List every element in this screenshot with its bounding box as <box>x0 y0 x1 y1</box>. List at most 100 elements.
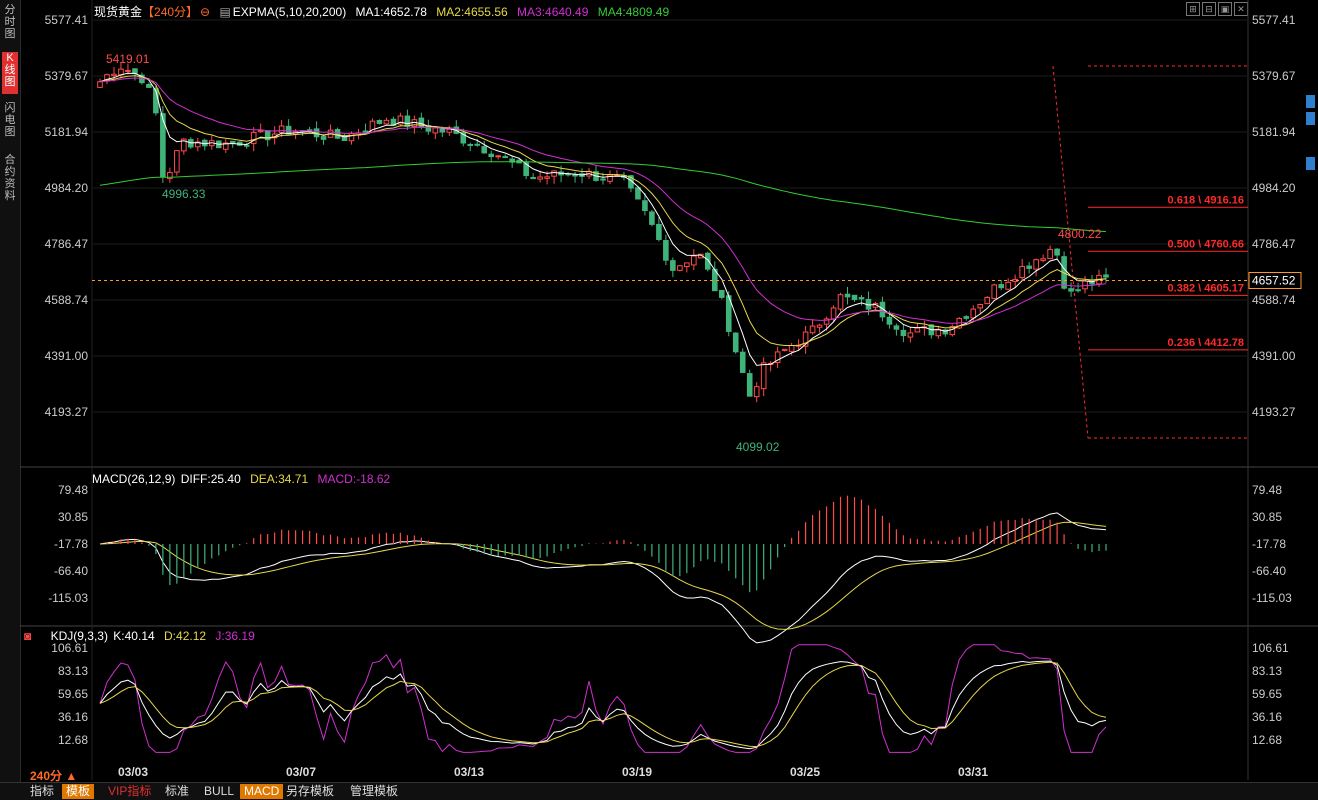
kdj-header: ◙ KDJ(9,3,3) K:40.14 D:42.12 J:36.19 <box>24 629 261 643</box>
toolbar-template[interactable]: 模板 <box>62 784 95 799</box>
candle-body <box>635 187 641 200</box>
candle-body <box>551 170 557 177</box>
toolbar-standard[interactable]: 标准 <box>165 784 190 798</box>
price-label-left: 4588.74 <box>45 293 89 307</box>
right-panel-tab[interactable] <box>1306 95 1315 108</box>
price-label-right: 5181.94 <box>1252 125 1296 139</box>
candle-body <box>502 156 508 159</box>
candle-body <box>362 130 369 133</box>
price-label-right: 4391.00 <box>1252 349 1296 363</box>
candle-body <box>1082 280 1088 290</box>
candle-body <box>851 294 858 300</box>
candle-body <box>781 348 788 351</box>
kline-chart[interactable]: 5577.41 5577.41 5379.67 5379.67 5181.94 5181.… <box>0 0 1318 780</box>
kdj-settings-icon[interactable]: ◙ <box>24 629 32 643</box>
candle-body <box>802 331 809 347</box>
candle-body <box>174 150 180 173</box>
macd-axis-right: 30.85 <box>1252 510 1282 524</box>
settings-icon[interactable]: ⊖ <box>200 5 211 19</box>
candle-body <box>474 143 481 146</box>
fib-level-label: 0.236 \ 4412.78 <box>1168 337 1244 349</box>
kdj-axis-left: 106.61 <box>51 641 88 655</box>
current-price-tag <box>1248 272 1302 290</box>
ma4-value: MA4:4809.49 <box>597 5 670 19</box>
price-label-right: 4984.20 <box>1252 181 1296 195</box>
kdj-axis-left: 12.68 <box>58 733 88 747</box>
kdj-axis-right: 59.65 <box>1252 687 1282 701</box>
kdj-title: KDJ(9,3,3) <box>50 629 108 643</box>
candle-body <box>195 141 201 148</box>
macd-axis-left: 30.85 <box>58 510 88 524</box>
candle-body <box>488 153 495 158</box>
candle-body <box>809 325 816 334</box>
macd-axis-left: 79.48 <box>58 483 88 497</box>
toolbar-indicators[interactable]: 指标 <box>30 784 55 798</box>
toolbar-vip-indicators[interactable]: VIP指标 <box>108 784 152 798</box>
candle-body <box>760 362 767 390</box>
ma4-line <box>99 161 1107 233</box>
candle-body <box>181 138 187 152</box>
tab-timeshare[interactable]: 分时图 <box>4 4 16 40</box>
candle-body <box>746 373 753 397</box>
candle-body <box>460 132 467 144</box>
period-label[interactable]: 【240分】 <box>142 5 199 19</box>
low-annotation-2: 4099.02 <box>736 440 780 454</box>
macd-axis-left: -115.03 <box>48 591 88 605</box>
candle-body <box>1061 256 1067 289</box>
window-tile-button[interactable]: ⊞ <box>1186 2 1200 16</box>
candle-body <box>984 296 991 305</box>
toolbar-manage-template[interactable]: 管理模板 <box>350 784 399 798</box>
fib-level-label: 0.382 \ 4605.17 <box>1168 282 1244 294</box>
tab-flash[interactable]: 闪电图 <box>4 102 16 138</box>
period-selector[interactable]: 240分 ▲ <box>30 769 78 783</box>
candle-body <box>886 316 893 325</box>
toolbar-macd[interactable]: MACD <box>240 784 284 799</box>
candle-body <box>914 327 921 333</box>
candle-body <box>893 325 900 330</box>
window-split-button[interactable]: ⊟ <box>1202 2 1216 16</box>
toolbar-save-template[interactable]: 另存模板 <box>286 784 335 798</box>
price-label-left: 5577.41 <box>45 13 89 27</box>
chart-header: 现货黄金【240分】 ⊖ ▤ EXPMA(5,10,20,200) MA1:4652… <box>94 3 675 20</box>
chart-type-icon[interactable]: ▤ <box>219 5 231 19</box>
right-panel-tab[interactable] <box>1306 157 1315 170</box>
candle-body <box>257 129 264 133</box>
toolbar-bull[interactable]: BULL <box>204 784 235 798</box>
candle-body <box>739 351 746 373</box>
candle-body <box>167 172 173 180</box>
price-label-left: 5181.94 <box>45 125 89 139</box>
candle-body <box>523 162 529 177</box>
kdj-j: J:36.19 <box>215 629 255 643</box>
price-label-left: 4391.00 <box>45 349 89 363</box>
price-label-left: 4193.27 <box>45 405 89 419</box>
candle-body <box>320 136 327 140</box>
price-label-right: 5379.67 <box>1252 69 1296 83</box>
right-panel-tab[interactable] <box>1306 112 1315 125</box>
date-label: 03/03 <box>118 765 148 779</box>
ma1-value: MA1:4652.78 <box>355 5 427 19</box>
candle-body <box>376 120 383 124</box>
kdj-d-line <box>99 661 1107 748</box>
indicator-name: EXPMA(5,10,20,200) <box>232 5 347 19</box>
fib-level-label: 0.618 \ 4916.16 <box>1168 194 1244 206</box>
date-label: 03/25 <box>790 765 820 779</box>
macd-header: MACD(26,12,9) DIFF:25.40 DEA:34.71 MACD:… <box>92 472 396 486</box>
candle-body <box>404 115 411 127</box>
kdj-axis-right: 83.13 <box>1252 664 1282 678</box>
candle-body <box>348 132 355 142</box>
window-maximize-button[interactable]: ▣ <box>1218 2 1232 16</box>
candle-body <box>704 252 711 270</box>
candle-body <box>229 140 236 144</box>
macd-dea: DEA:34.71 <box>250 472 309 486</box>
candle-body <box>160 113 166 178</box>
tab-contract-info[interactable]: 合约资料 <box>4 154 16 202</box>
macd-dea-line <box>99 521 1107 630</box>
price-label-left: 4984.20 <box>45 181 89 195</box>
price-label-right: 4786.47 <box>1252 237 1296 251</box>
candle-body <box>718 289 725 298</box>
candle-body <box>998 284 1005 289</box>
ma3-line <box>99 77 1107 324</box>
kdj-axis-right: 36.16 <box>1252 710 1282 724</box>
